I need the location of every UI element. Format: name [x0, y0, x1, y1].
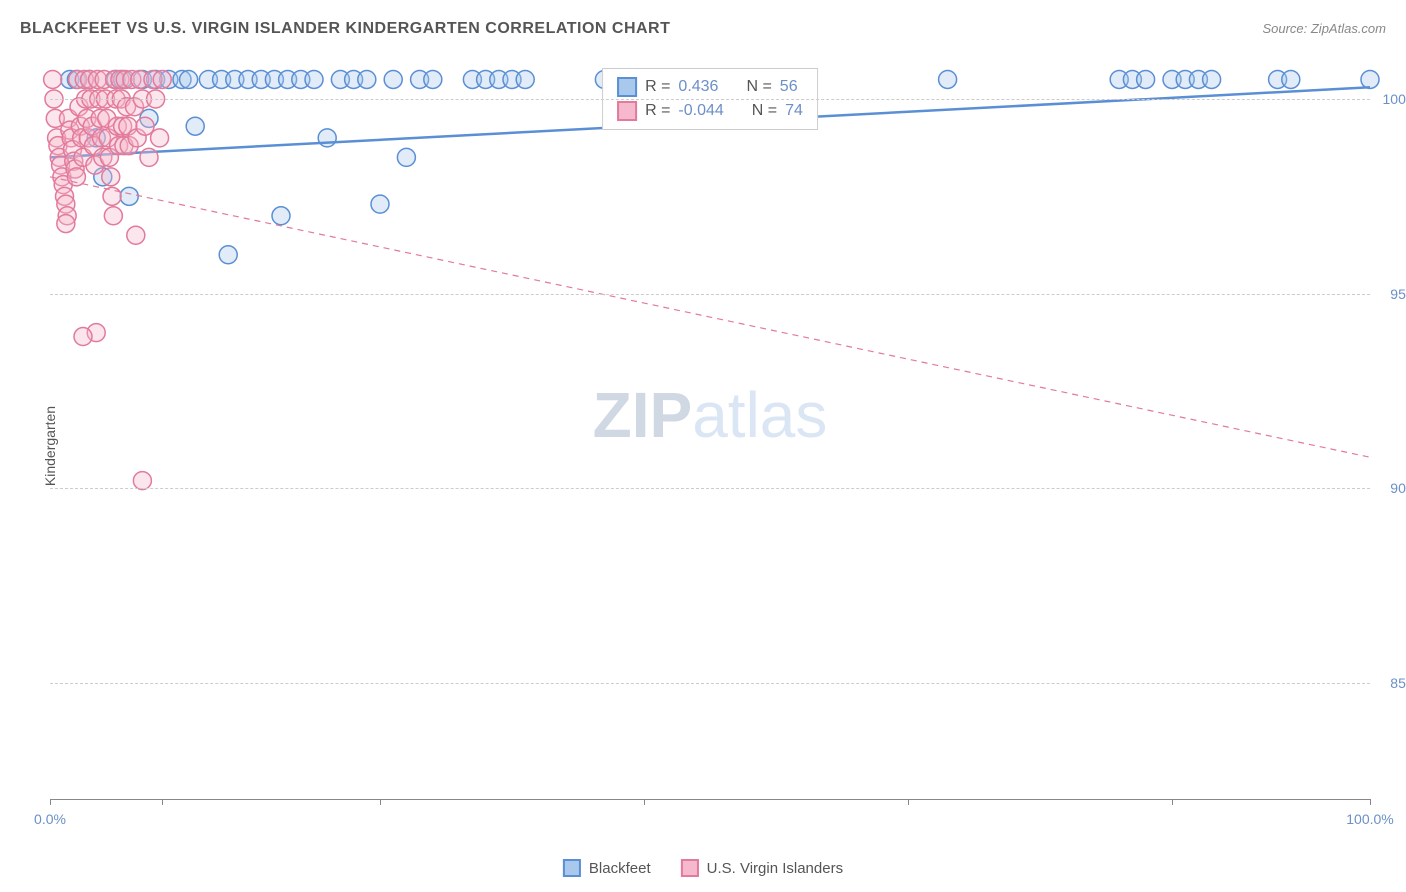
data-point	[74, 328, 92, 346]
data-point	[44, 70, 62, 88]
n-label: N =	[752, 102, 777, 120]
ytick-label: 85.0%	[1390, 675, 1406, 691]
data-point	[151, 129, 169, 147]
legend-swatch-usvi-bottom	[681, 859, 699, 877]
data-point	[180, 70, 198, 88]
data-point	[1203, 70, 1221, 88]
series-legend: Blackfeet U.S. Virgin Islanders	[563, 859, 843, 877]
n-value-usvi: 74	[785, 102, 803, 120]
xtick	[1370, 799, 1371, 805]
legend-item-blackfeet: Blackfeet	[563, 859, 651, 877]
data-point	[1282, 70, 1300, 88]
xtick	[380, 799, 381, 805]
n-label: N =	[746, 78, 771, 96]
plot-svg	[50, 60, 1370, 799]
data-point	[384, 70, 402, 88]
r-label: R =	[645, 102, 670, 120]
data-point	[153, 70, 171, 88]
chart-plot-area: ZIPatlas R = 0.436 N = 56 R = -0.044 N =…	[50, 60, 1370, 800]
xtick	[908, 799, 909, 805]
gridline	[50, 488, 1370, 489]
source-name: ZipAtlas.com	[1311, 21, 1386, 36]
xtick-label-right: 100.0%	[1346, 811, 1393, 827]
data-point	[305, 70, 323, 88]
legend-swatch-blackfeet	[617, 77, 637, 97]
data-point	[219, 246, 237, 264]
data-point	[272, 207, 290, 225]
source-attribution: Source: ZipAtlas.com	[1262, 20, 1386, 38]
data-point	[1137, 70, 1155, 88]
data-point	[127, 226, 145, 244]
ytick-label: 95.0%	[1390, 286, 1406, 302]
xtick	[50, 799, 51, 805]
gridline	[50, 294, 1370, 295]
data-point	[103, 187, 121, 205]
ytick-label: 90.0%	[1390, 480, 1406, 496]
data-point	[102, 168, 120, 186]
data-point	[104, 207, 122, 225]
data-point	[136, 117, 154, 135]
data-point	[133, 472, 151, 490]
data-point	[424, 70, 442, 88]
n-value-blackfeet: 56	[780, 78, 798, 96]
source-prefix: Source:	[1262, 21, 1310, 36]
legend-row-blackfeet: R = 0.436 N = 56	[617, 75, 803, 99]
data-point	[939, 70, 957, 88]
xtick	[162, 799, 163, 805]
gridline	[50, 99, 1370, 100]
legend-row-usvi: R = -0.044 N = 74	[617, 99, 803, 123]
legend-item-usvi: U.S. Virgin Islanders	[681, 859, 843, 877]
data-point	[397, 148, 415, 166]
data-point	[67, 168, 85, 186]
data-point	[371, 195, 389, 213]
xtick	[644, 799, 645, 805]
data-point	[1361, 70, 1379, 88]
data-point	[140, 148, 158, 166]
data-point	[186, 117, 204, 135]
xtick	[1172, 799, 1173, 805]
gridline	[50, 683, 1370, 684]
data-point	[57, 215, 75, 233]
legend-label-usvi: U.S. Virgin Islanders	[707, 860, 843, 877]
legend-swatch-blackfeet-bottom	[563, 859, 581, 877]
legend-label-blackfeet: Blackfeet	[589, 860, 651, 877]
data-point	[120, 187, 138, 205]
chart-title: BLACKFEET VS U.S. VIRGIN ISLANDER KINDER…	[20, 20, 670, 38]
data-point	[358, 70, 376, 88]
ytick-label: 100.0%	[1383, 91, 1406, 107]
xtick-label-left: 0.0%	[34, 811, 66, 827]
data-point	[516, 70, 534, 88]
r-value-blackfeet: 0.436	[678, 78, 718, 96]
r-value-usvi: -0.044	[678, 102, 723, 120]
r-label: R =	[645, 78, 670, 96]
trend-line	[50, 177, 1370, 457]
legend-swatch-usvi	[617, 101, 637, 121]
